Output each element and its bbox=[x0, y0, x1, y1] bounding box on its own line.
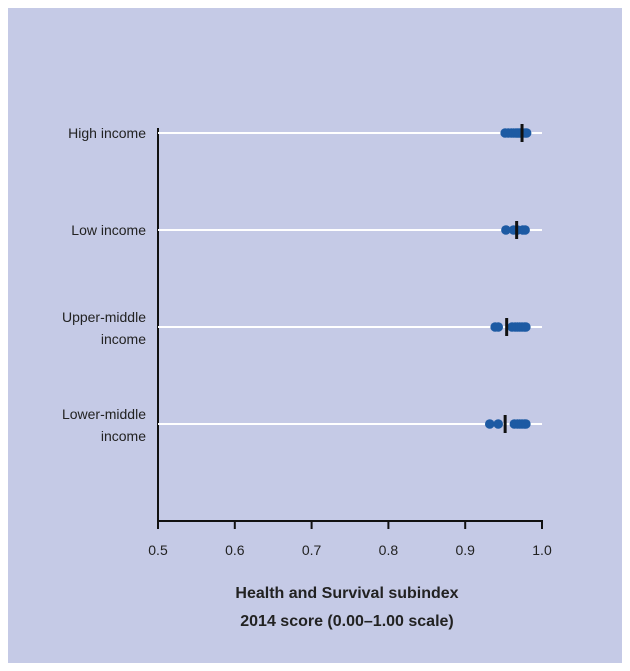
x-axis-title: Health and Survival subindex bbox=[235, 585, 459, 602]
category-label: Low income bbox=[71, 222, 146, 238]
x-tick-label: 0.8 bbox=[378, 542, 399, 558]
category-label: Upper-middle income bbox=[61, 309, 146, 347]
x-tick-label: 0.7 bbox=[301, 542, 322, 558]
data-point bbox=[521, 322, 531, 332]
data-point bbox=[484, 419, 495, 429]
data-point bbox=[521, 128, 532, 138]
x-tick-label: 0.5 bbox=[148, 542, 168, 558]
panel bbox=[8, 8, 622, 663]
data-point bbox=[521, 419, 531, 429]
data-point bbox=[493, 322, 504, 332]
x-tick-label: 0.9 bbox=[455, 542, 475, 558]
data-point bbox=[501, 225, 511, 235]
data-point bbox=[520, 225, 530, 235]
data-point bbox=[493, 419, 504, 429]
x-axis-title: 2014 score (0.00–1.00 scale) bbox=[240, 613, 454, 630]
category-label: Lower-middle income bbox=[61, 406, 146, 444]
category-label: High income bbox=[68, 125, 146, 141]
x-tick-label: 1.0 bbox=[532, 542, 552, 558]
x-tick-label: 0.6 bbox=[225, 542, 245, 558]
